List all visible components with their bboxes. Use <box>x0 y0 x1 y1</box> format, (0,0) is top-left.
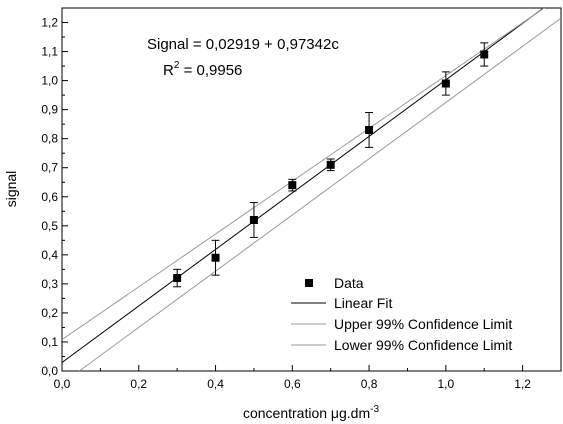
y-tick-label: 0,3 <box>41 277 58 291</box>
y-tick-label: 0,4 <box>41 248 58 262</box>
x-axis-label-superscript: -3 <box>370 404 379 415</box>
x-axis-label: concentration μg.dm-3 <box>243 404 379 421</box>
upper-confidence-line <box>62 8 545 341</box>
r-squared-value: = 0,9956 <box>179 62 242 79</box>
legend-label-upper-limit: Upper 99% Confidence Limit <box>334 316 512 332</box>
r-squared-superscript: 2 <box>174 60 180 71</box>
x-tick-label: 1,2 <box>514 377 531 391</box>
y-tick-label: 1,1 <box>41 45 58 59</box>
data-point <box>480 50 489 59</box>
y-tick-label: 0,6 <box>41 190 58 204</box>
data-point <box>441 79 450 88</box>
x-axis: 0,0 0,2 0,4 0,6 0,8 1,0 1,2 <box>54 365 531 391</box>
y-tick-label: 0,0 <box>41 364 58 378</box>
x-tick-label: 0,2 <box>130 377 147 391</box>
x-tick-label: 0,6 <box>284 377 301 391</box>
legend-label-linear-fit: Linear Fit <box>334 295 392 311</box>
data-point <box>249 215 258 224</box>
fit-lines <box>62 8 561 371</box>
y-tick-label: 0,7 <box>41 161 58 175</box>
r-squared-annotation: R2 = 0,9956 <box>163 60 242 79</box>
data-point <box>326 160 335 169</box>
x-axis-label-text: concentration μg.dm <box>243 405 370 421</box>
data-point <box>173 274 182 283</box>
y-tick-label: 0,9 <box>41 103 58 117</box>
y-tick-label: 0,8 <box>41 132 58 146</box>
y-tick-label: 0,1 <box>41 335 58 349</box>
x-tick-label: 1,0 <box>438 377 455 391</box>
x-tick-label: 0,4 <box>207 377 224 391</box>
data-point <box>288 181 297 190</box>
legend-marker-data <box>305 279 313 287</box>
legend-label-lower-limit: Lower 99% Confidence Limit <box>334 337 512 353</box>
plot-frame <box>61 7 562 372</box>
equation-annotation: Signal = 0,02919 + 0,97342c <box>147 36 339 53</box>
x-tick-label: 0,8 <box>361 377 378 391</box>
y-tick-label: 1,2 <box>41 16 58 30</box>
data-point <box>365 125 374 134</box>
y-tick-label: 1,0 <box>41 74 58 88</box>
lower-confidence-line <box>78 17 561 371</box>
y-tick-label: 0,2 <box>41 306 58 320</box>
r-squared-prefix: R <box>163 62 174 79</box>
y-axis-label: signal <box>3 171 19 208</box>
legend-label-data: Data <box>334 275 364 291</box>
linear-fit-line <box>62 8 545 363</box>
legend: Data Linear Fit Upper 99% Confidence Lim… <box>291 275 512 353</box>
data-points <box>173 42 489 288</box>
y-tick-label: 0,5 <box>41 219 58 233</box>
data-point <box>211 253 220 262</box>
y-axis: 0,0 0,1 0,2 0,3 0,4 0,5 0,6 0,7 0,8 0,9 1,0 1,1 1,2 <box>41 16 68 378</box>
x-tick-label: 0,0 <box>54 377 71 391</box>
